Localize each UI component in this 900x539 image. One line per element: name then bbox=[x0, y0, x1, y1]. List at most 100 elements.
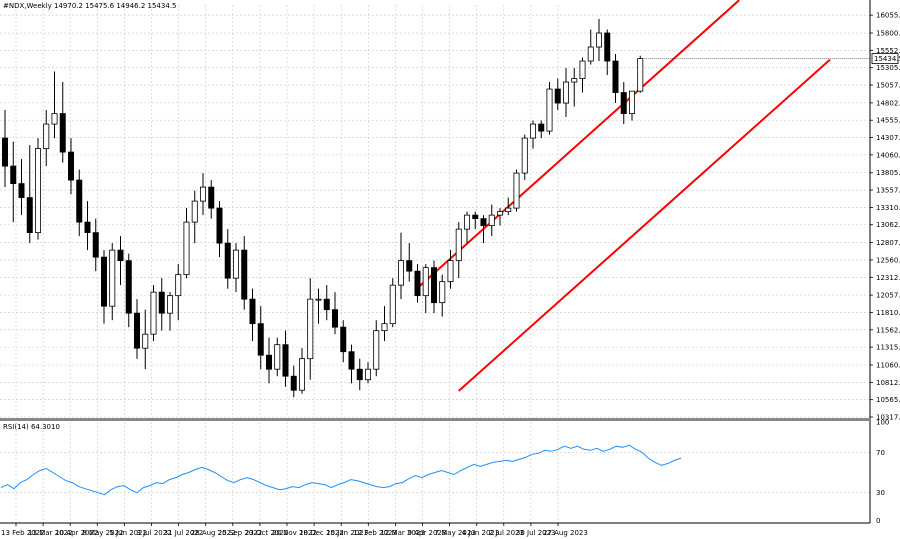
candle bbox=[133, 299, 140, 359]
candle-body-down bbox=[257, 323, 264, 356]
candle bbox=[232, 243, 239, 293]
candle bbox=[612, 54, 619, 104]
channel-line-lower bbox=[458, 58, 831, 392]
last-price-label: 15434.5 bbox=[874, 55, 900, 63]
candle-body-down bbox=[265, 354, 272, 370]
candle-body-up bbox=[274, 344, 281, 370]
candle-body-up bbox=[455, 228, 462, 262]
candle-body-down bbox=[348, 351, 355, 370]
candle bbox=[496, 208, 503, 226]
candle bbox=[290, 365, 297, 398]
rsi-tick-label: 70 bbox=[876, 449, 885, 457]
candle bbox=[538, 120, 545, 139]
candle bbox=[2, 110, 8, 188]
price-tick-label: 16055.0 bbox=[876, 12, 900, 20]
candle bbox=[282, 330, 289, 387]
price-tick-label: 15305.0 bbox=[876, 64, 900, 72]
candle-body-down bbox=[340, 326, 347, 353]
candle-body-down bbox=[612, 60, 619, 93]
candle bbox=[59, 82, 66, 163]
candle bbox=[158, 278, 165, 331]
candle-body-down bbox=[84, 221, 91, 234]
price-tick-label: 14060.0 bbox=[876, 151, 900, 159]
candle-body-down bbox=[538, 123, 545, 132]
candle bbox=[455, 222, 462, 279]
time-tick-label: 10 Apr 2022 bbox=[55, 529, 98, 537]
time-tick-label: 13 Feb 2022 bbox=[1, 529, 45, 537]
candle-body-up bbox=[232, 249, 239, 279]
candle bbox=[257, 306, 264, 370]
candle-body-up bbox=[505, 207, 512, 213]
candle bbox=[18, 159, 25, 216]
time-tick-label: 5 Jun 2022 bbox=[109, 529, 147, 537]
candle-body-down bbox=[216, 207, 223, 244]
price-tick-label: 10812.5 bbox=[876, 379, 900, 387]
candle bbox=[35, 138, 42, 240]
candle-body-up bbox=[142, 333, 149, 349]
candle bbox=[249, 288, 256, 342]
candle-body-down bbox=[249, 298, 256, 325]
price-tick-label: 10317.5 bbox=[876, 414, 900, 422]
candle bbox=[563, 68, 570, 118]
candle-body-up bbox=[35, 148, 42, 234]
candle-body-up bbox=[637, 58, 644, 92]
candle-body-up bbox=[51, 113, 58, 125]
candle bbox=[51, 71, 58, 139]
candle-body-down bbox=[10, 165, 17, 184]
candle-body-up bbox=[530, 123, 537, 139]
candle-body-down bbox=[604, 32, 611, 62]
candle bbox=[587, 29, 594, 65]
candle-body-down bbox=[282, 344, 289, 377]
candle bbox=[422, 264, 429, 314]
price-tick-label: 13557.5 bbox=[876, 187, 900, 195]
candle bbox=[447, 250, 454, 289]
candle bbox=[373, 320, 380, 377]
candle-body-up bbox=[513, 172, 520, 209]
candle-body-up bbox=[43, 123, 50, 149]
candle-body-down bbox=[356, 368, 363, 381]
candle bbox=[414, 264, 421, 303]
price-tick-label: 11060.0 bbox=[876, 361, 900, 369]
axes bbox=[0, 0, 871, 524]
candle bbox=[10, 141, 17, 223]
candle bbox=[571, 68, 578, 107]
last-price-tag: 15434.5 bbox=[644, 53, 900, 65]
candle bbox=[406, 243, 413, 282]
candle bbox=[629, 90, 636, 121]
candle-body-up bbox=[298, 358, 305, 391]
candle bbox=[26, 145, 33, 244]
candle-body-up bbox=[422, 267, 429, 297]
candle-body-up bbox=[579, 60, 586, 79]
time-tick-label: 12 Mar 2023 bbox=[380, 529, 424, 537]
candle bbox=[92, 218, 99, 272]
price-grid bbox=[0, 5, 870, 418]
candle bbox=[125, 253, 132, 328]
price-tick-label: 14555.0 bbox=[876, 117, 900, 125]
rsi-tick-label: 100 bbox=[876, 419, 889, 427]
candle bbox=[241, 236, 248, 310]
candle bbox=[101, 250, 108, 324]
price-axis-labels: 16055.0 15800.0 15552.5 15305.0 15057.5 14802… bbox=[870, 12, 900, 422]
candle-body-down bbox=[323, 298, 330, 311]
candle bbox=[513, 169, 520, 212]
rsi-axis-labels: 100 70 30 0 bbox=[876, 419, 889, 526]
candle-body-down bbox=[26, 197, 33, 234]
candle-body-down bbox=[406, 260, 413, 272]
candle-body-down bbox=[290, 375, 297, 391]
time-tick-label: 30 Jul 2023 bbox=[516, 529, 556, 537]
candle-body-up bbox=[166, 295, 173, 314]
candle-body-up bbox=[546, 88, 553, 132]
time-tick-label: 25 Sep 2022 bbox=[218, 529, 262, 537]
rsi-panel bbox=[0, 444, 682, 496]
candle-body-down bbox=[158, 291, 165, 314]
candle-body-up bbox=[488, 214, 495, 227]
price-tick-label: 12560.0 bbox=[876, 256, 900, 264]
candle-body-up bbox=[150, 291, 157, 335]
candle bbox=[142, 309, 149, 370]
candle-body-up bbox=[307, 298, 314, 360]
candle-body-down bbox=[18, 183, 25, 199]
candle bbox=[596, 19, 603, 62]
candle-body-up bbox=[191, 200, 198, 223]
rsi-tick-label: 30 bbox=[876, 489, 885, 497]
